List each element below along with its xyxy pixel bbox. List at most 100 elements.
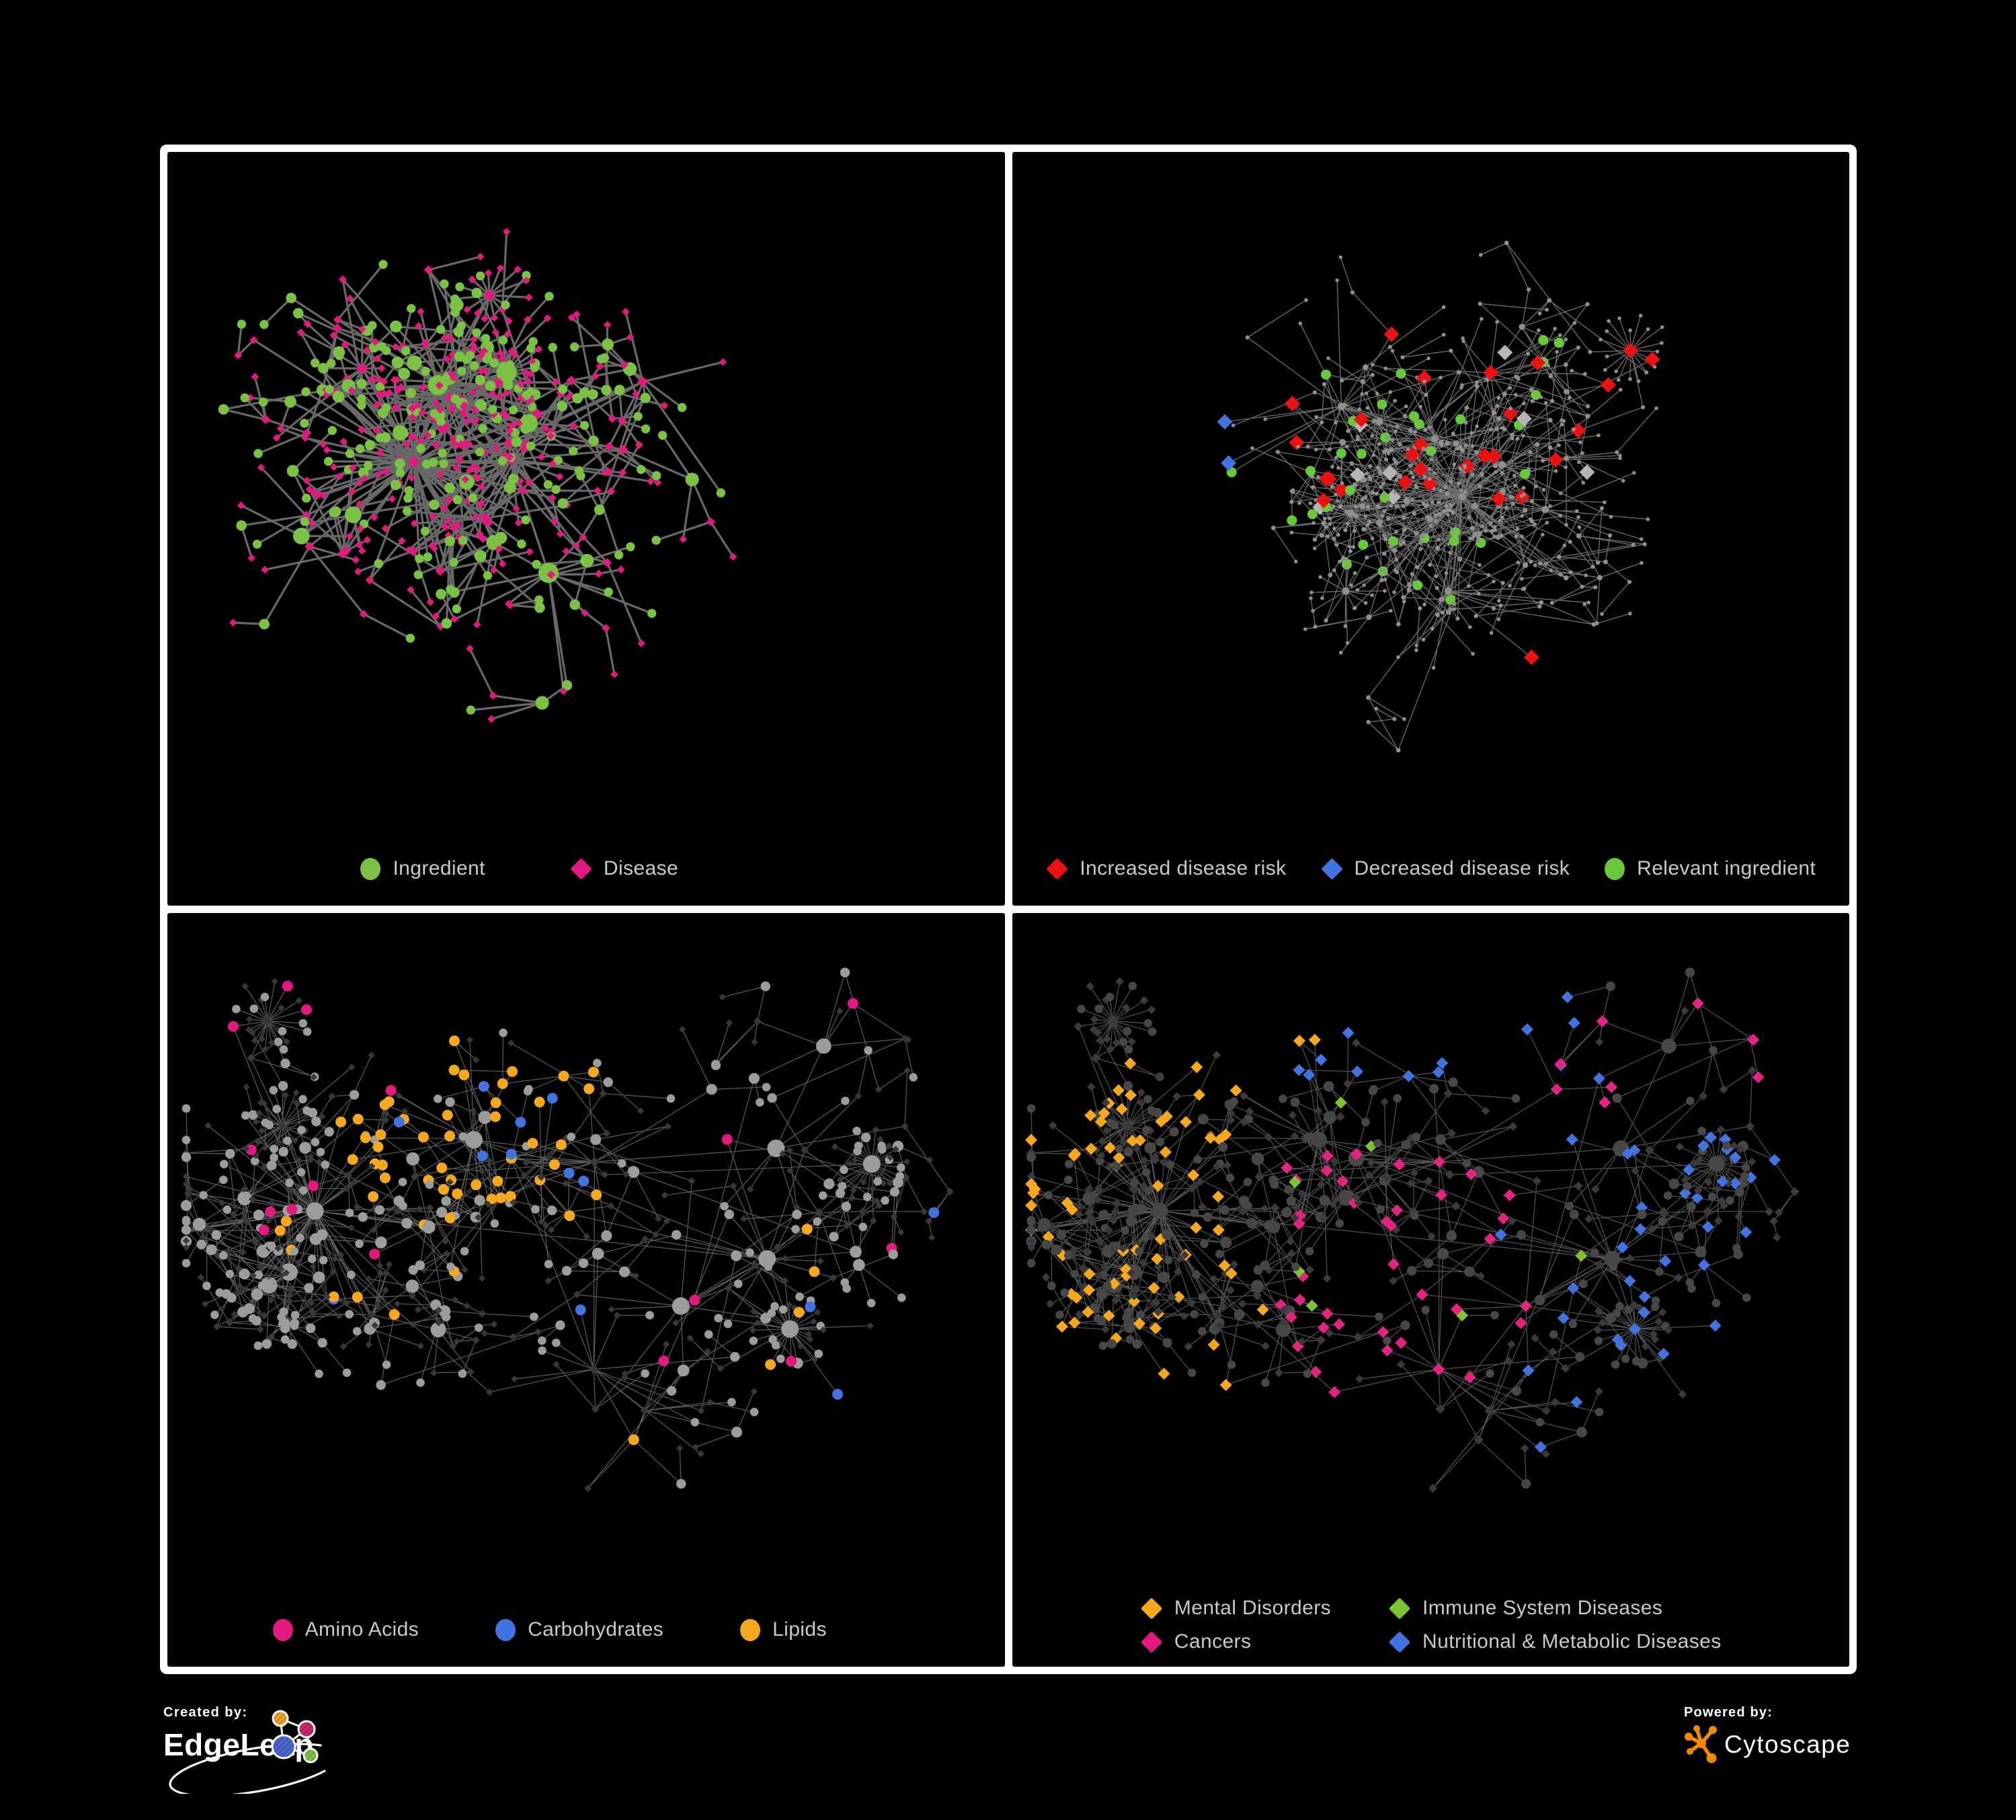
circle-node: [1574, 1352, 1584, 1362]
diamond-node: [247, 1054, 255, 1062]
circle-node: [1375, 522, 1380, 526]
diamond-node: [514, 265, 522, 274]
circle-node: [569, 342, 579, 352]
circle-node: [1440, 610, 1445, 615]
diamond-node: [333, 315, 342, 325]
diamond-node: [490, 1320, 498, 1328]
circle-node: [690, 1418, 700, 1427]
circle-node: [1367, 520, 1371, 524]
circle-node: [1445, 609, 1451, 615]
circle-node: [1521, 401, 1526, 405]
circle-node: [439, 459, 448, 469]
circle-node: [1310, 1132, 1327, 1148]
diamond-node: [754, 1319, 762, 1327]
circle-node: [1500, 516, 1504, 520]
circle-node: [290, 1247, 298, 1256]
diamond-node: [240, 1286, 248, 1294]
circle-node: [1127, 982, 1137, 990]
diamond-node: [381, 524, 390, 532]
diamond-node: [1342, 1079, 1352, 1089]
diamond-node: [1678, 1390, 1687, 1399]
highlight-circle-node: [369, 1249, 380, 1260]
circle-node: [1711, 1298, 1720, 1308]
diamond-node: [1041, 1273, 1050, 1281]
circle-node: [1125, 1335, 1134, 1344]
diamond-node: [928, 1234, 936, 1241]
circle-node: [1606, 319, 1611, 323]
highlight-diamond-node: [1621, 1148, 1634, 1160]
circle-node: [321, 1160, 329, 1169]
highlight-circle-node: [228, 1021, 239, 1032]
circle-node: [1400, 595, 1406, 600]
legend-item: Nutritional & Metabolic Diseases: [1388, 1630, 1722, 1653]
circle-node: [1330, 465, 1334, 469]
highlight-diamond-node: [1285, 1311, 1297, 1323]
circle-node: [1398, 543, 1402, 547]
legend-item: Relevant ingredient: [1603, 857, 1816, 880]
circle-node: [1197, 1327, 1206, 1336]
diamond-node: [1139, 1156, 1148, 1164]
diamond-node: [459, 408, 469, 418]
circle-node: [1395, 424, 1399, 428]
diamond-node: [348, 487, 356, 496]
diamond-node: [603, 1130, 610, 1137]
diamond-node: [268, 1199, 276, 1208]
circle-node: [444, 482, 455, 493]
diamond-node: [588, 1364, 599, 1375]
circle-node: [364, 461, 373, 471]
diamond-node: [1594, 1387, 1603, 1396]
diamond-node: [887, 1154, 894, 1161]
circle-node: [1590, 565, 1595, 569]
circle-node: [1567, 395, 1572, 400]
circle-node: [1338, 255, 1342, 260]
circle-node: [290, 1310, 300, 1320]
highlight-diamond-node: [1390, 1204, 1403, 1217]
diamond-node: [567, 313, 576, 322]
highlight-diamond-node: [1302, 1068, 1315, 1081]
diamond-node: [573, 1290, 581, 1299]
highlight-circle-node: [805, 1301, 816, 1312]
diamond-node: [257, 463, 266, 472]
circle-node: [390, 479, 401, 490]
circle-node: [413, 570, 423, 580]
circle-node: [221, 1289, 231, 1299]
circle-node: [1496, 396, 1500, 400]
circle-node: [1430, 500, 1435, 505]
circle-node: [257, 1281, 267, 1290]
circle-node: [1360, 379, 1365, 385]
diamond-node: [1215, 1321, 1224, 1330]
diamond-node: [234, 1264, 243, 1273]
circle-node: [180, 1199, 192, 1212]
diamond-node: [1209, 1275, 1218, 1283]
circle-node: [1491, 606, 1496, 611]
diamond-node: [472, 1336, 480, 1344]
diamond-node: [583, 1232, 590, 1240]
highlight-diamond-node: [1503, 1189, 1516, 1201]
circle-node: [1577, 525, 1581, 529]
logo-node-green: [303, 1747, 319, 1764]
diamond-node: [903, 1067, 911, 1074]
diamond-node: [831, 1143, 839, 1150]
circle-node: [1655, 350, 1659, 354]
diamond-node: [467, 1368, 475, 1376]
diamond-node: [339, 438, 348, 446]
circle-node: [1556, 554, 1562, 559]
highlight-diamond-node: [1615, 1241, 1628, 1254]
highlight-circle-node: [1320, 369, 1331, 380]
circle-node: [1338, 438, 1346, 446]
circle-node: [279, 1307, 288, 1316]
circle-node: [760, 981, 770, 992]
circle-node: [840, 1278, 850, 1287]
highlight-diamond-node: [1566, 1133, 1578, 1146]
highlight-diamond-node: [1193, 1089, 1205, 1101]
circle-node: [395, 458, 405, 469]
circle-node: [1617, 453, 1622, 458]
highlight-diamond-node: [1256, 1303, 1269, 1316]
diamond-node: [1175, 1255, 1184, 1263]
circle-node: [481, 333, 491, 343]
circle-node: [767, 1093, 777, 1103]
diamond-node: [252, 1152, 260, 1159]
highlight-diamond-node: [1334, 1097, 1347, 1109]
circle-node: [292, 527, 310, 545]
circle-node: [402, 506, 412, 516]
